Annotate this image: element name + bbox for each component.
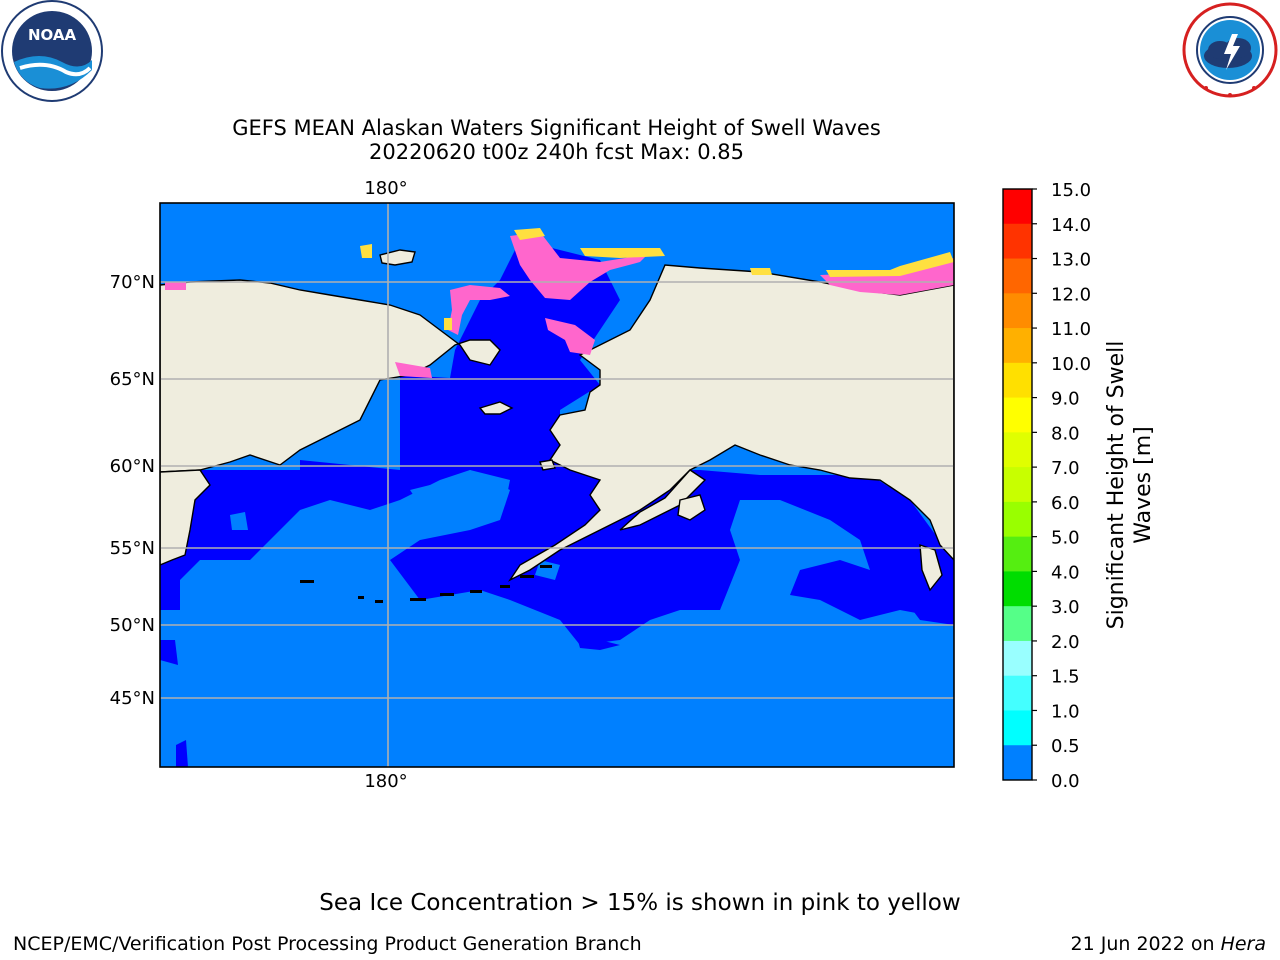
map-frame <box>159 202 955 768</box>
lat-label: 55°N <box>110 538 155 559</box>
colorbar-segment <box>1003 675 1032 711</box>
colorbar-tick-label: 11.0 <box>1051 319 1091 340</box>
aleutian-islands <box>300 565 552 603</box>
colorbar-segment <box>1003 223 1032 260</box>
colorbar-segment <box>1003 745 1032 781</box>
lon-label-bottom: 180° <box>364 771 407 792</box>
colorbar-segment <box>1003 362 1032 399</box>
title-line-1: GEFS MEAN Alaskan Waters Significant Hei… <box>232 116 881 140</box>
colorbar-segment <box>1003 467 1032 503</box>
colorbar-segment <box>1003 501 1032 538</box>
nws-logo <box>1176 0 1280 100</box>
ocean-low <box>160 240 954 767</box>
colorbar-tick-label: 1.5 <box>1051 667 1080 688</box>
footer-branch: NCEP/EMC/Verification Post Processing Pr… <box>13 933 642 955</box>
title-line-2: 20220620 t00z 240h fcst Max: 0.85 <box>369 140 744 164</box>
colorbar-segment <box>1003 328 1032 364</box>
colorbar-tick-label: 8.0 <box>1051 423 1080 444</box>
colorbar: 15.0 14.0 13.0 12.0 11.0 10.0 9.0 8.0 7.0 6.0 5.0 4… <box>1002 180 1091 792</box>
chart-title: GEFS MEAN Alaskan Waters Significant Hei… <box>0 116 1113 164</box>
lat-label: 60°N <box>110 456 155 477</box>
colorbar-label-line-1: Significant Height of Swell <box>1104 341 1129 630</box>
noaa-logo-text: NOAA <box>28 26 77 44</box>
colorbar-label: Significant Height of Swell Waves [m] <box>1104 341 1156 630</box>
colorbar-tick-label: 13.0 <box>1051 250 1091 271</box>
colorbar-tick-label: 5.0 <box>1051 528 1080 549</box>
colorbar-segment <box>1003 640 1032 677</box>
colorbar-tick-label: 10.0 <box>1051 354 1091 375</box>
colorbar-tick-label: 14.0 <box>1051 215 1091 236</box>
colorbar-tick-label: 4.0 <box>1051 562 1080 583</box>
colorbar-tick-label: 6.0 <box>1051 493 1080 514</box>
colorbar-frame <box>1002 188 1033 781</box>
colorbar-segment <box>1003 536 1032 572</box>
colorbar-segment <box>1003 606 1032 642</box>
footer-date: 21 Jun 2022 on Hera <box>1071 933 1266 955</box>
colorbar-segment <box>1003 710 1032 746</box>
lat-label: 65°N <box>110 369 155 390</box>
colorbar-segment <box>1003 189 1032 225</box>
colorbar-tick-label: 9.0 <box>1051 389 1080 410</box>
colorbar-tick-label: 7.0 <box>1051 458 1080 479</box>
colorbar-tick-label: 0.5 <box>1051 736 1080 757</box>
colorbar-tick-label: 3.0 <box>1051 597 1080 618</box>
map-area <box>160 203 954 767</box>
footer-date-text: 21 Jun 2022 on <box>1070 933 1221 955</box>
sea-ice <box>165 228 954 378</box>
land <box>160 249 954 592</box>
colorbar-label-line-2: Waves [m] <box>1131 426 1156 543</box>
footer-host: Hera <box>1220 933 1266 955</box>
colorbar-segment <box>1003 397 1032 433</box>
graticule <box>160 203 954 767</box>
sea-ice-caption: Sea Ice Concentration > 15% is shown in … <box>319 890 961 916</box>
noaa-logo: NOAA <box>0 0 106 104</box>
lat-label: 45°N <box>110 688 155 709</box>
colorbar-tick-label: 15.0 <box>1051 180 1091 201</box>
colorbar-segment <box>1003 258 1032 294</box>
colorbar-tick-label: 1.0 <box>1051 701 1080 722</box>
colorbar-segment <box>1003 571 1032 607</box>
lon-label-top: 180° <box>364 178 407 199</box>
colorbar-tick-label: 12.0 <box>1051 284 1091 305</box>
colorbar-segment <box>1003 432 1032 468</box>
colorbar-tick-label: 2.0 <box>1051 632 1080 653</box>
colorbar-segment <box>1003 293 1032 329</box>
lat-label: 50°N <box>110 615 155 636</box>
lat-label: 70°N <box>110 272 155 293</box>
colorbar-tick-label: 0.0 <box>1051 771 1080 792</box>
